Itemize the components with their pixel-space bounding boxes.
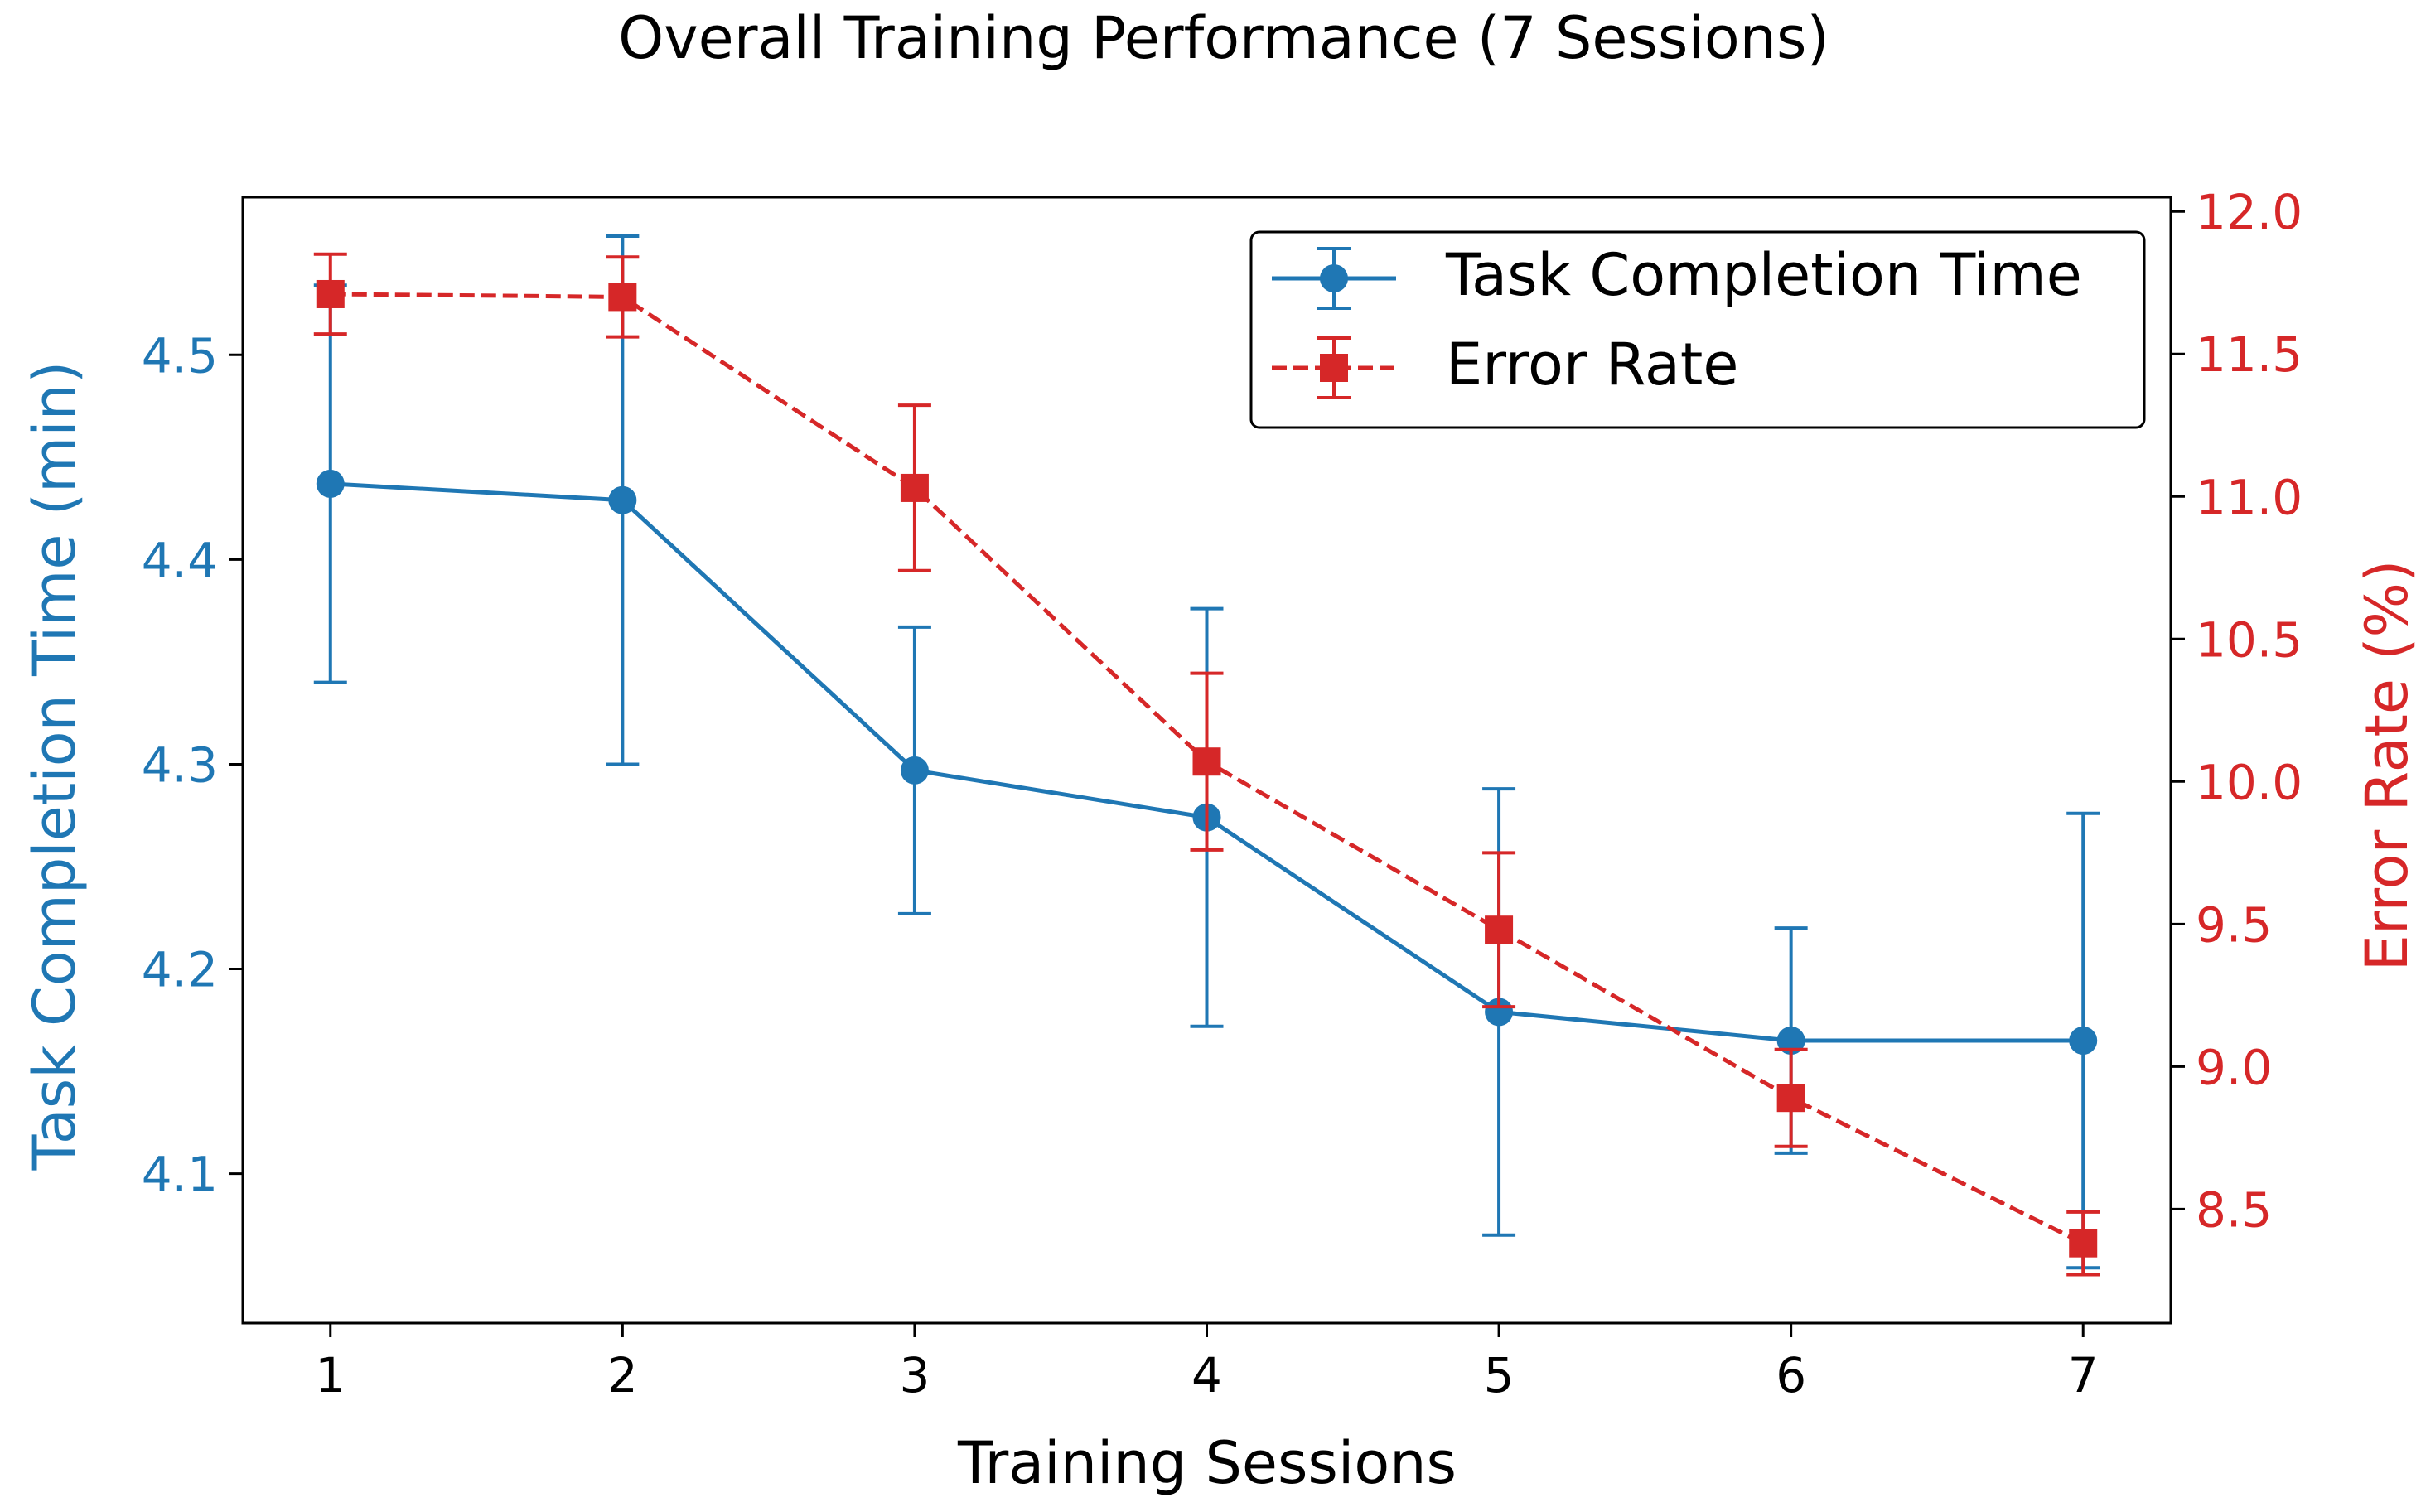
data-point-error-rate [608,283,637,312]
legend-marker-task-completion-time [1320,264,1348,292]
x-tick-label: 6 [1776,1347,1806,1403]
data-point-error-rate [1192,747,1221,776]
data-point-task-completion-time [1485,998,1514,1027]
legend: Task Completion Time Error Rate [1249,230,2146,429]
left-tick-label: 4.2 [142,942,218,998]
right-tick-label: 9.5 [2196,896,2272,953]
series-error-rate [313,252,2100,1277]
right-tick-label: 12.0 [2196,184,2303,240]
data-point-error-rate [1485,915,1514,944]
right-tick-label: 11.5 [2196,326,2303,383]
right-axis-label: Error Rate (%) [2353,560,2421,972]
data-point-task-completion-time [608,485,637,514]
x-axis-label: Training Sessions [957,1429,1457,1497]
data-point-error-rate [316,279,345,308]
left-tick-label: 4.3 [142,737,218,793]
right-tick-label: 10.0 [2196,754,2303,810]
right-tick-label: 8.5 [2196,1181,2272,1238]
legend-marker-error-rate [1320,354,1348,382]
x-tick-label: 7 [2068,1347,2099,1403]
left-tick-label: 4.5 [142,327,218,384]
data-point-task-completion-time [316,469,345,498]
data-point-task-completion-time [2069,1027,2098,1056]
x-tick-label: 3 [899,1347,930,1403]
data-point-error-rate [1776,1084,1805,1113]
legend-entry-error-rate [1272,336,1396,399]
legend-label-error-rate: Error Rate [1446,331,1738,399]
right-tick-label: 11.0 [2196,469,2303,525]
data-point-error-rate [900,473,929,502]
right-tick-label: 10.5 [2196,611,2303,668]
right-tick-label: 9.0 [2196,1039,2272,1095]
chart-title: Overall Training Performance (7 Sessions… [618,4,1829,72]
x-tick-label: 5 [1484,1347,1515,1403]
x-tick-label: 4 [1191,1347,1222,1403]
x-tick-label: 1 [315,1347,346,1403]
left-tick-label: 4.1 [142,1147,218,1203]
x-tick-label: 2 [607,1347,638,1403]
left-tick-label: 4.4 [142,532,218,588]
data-point-task-completion-time [1776,1027,1805,1056]
legend-label-task-completion-time: Task Completion Time [1445,241,2082,309]
data-point-error-rate [2069,1229,2098,1258]
legend-entry-task-completion-time [1272,247,1396,310]
legend-box [1249,230,2146,429]
data-point-task-completion-time [900,756,929,785]
left-axis-label: Task Completion Time (min) [21,361,89,1171]
